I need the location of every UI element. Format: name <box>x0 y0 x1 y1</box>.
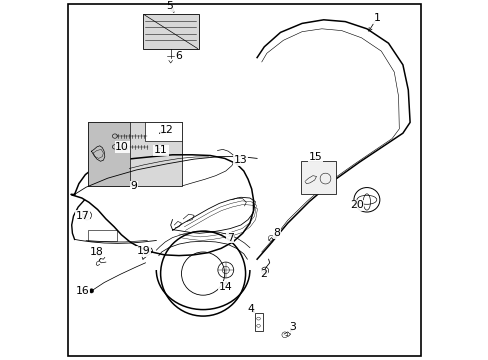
Text: 7: 7 <box>226 233 233 243</box>
Bar <box>88 230 117 241</box>
Text: 6: 6 <box>175 51 182 61</box>
Text: 18: 18 <box>90 247 103 257</box>
Text: 9: 9 <box>130 181 137 192</box>
Text: 19: 19 <box>137 246 150 256</box>
Text: 16: 16 <box>76 286 89 296</box>
Text: 3: 3 <box>289 322 296 332</box>
Text: 17: 17 <box>76 211 89 221</box>
Text: 12: 12 <box>160 125 174 135</box>
Text: 20: 20 <box>349 200 363 210</box>
Text: 5: 5 <box>166 1 173 12</box>
Text: 14: 14 <box>219 282 232 292</box>
Bar <box>88 122 130 186</box>
Text: 4: 4 <box>247 304 254 314</box>
Text: 2: 2 <box>260 269 267 279</box>
Bar <box>142 14 199 49</box>
Bar <box>88 122 182 186</box>
Text: 1: 1 <box>373 13 380 23</box>
Text: 11: 11 <box>154 145 167 156</box>
Text: 10: 10 <box>115 142 129 152</box>
Circle shape <box>89 289 94 293</box>
Text: 8: 8 <box>273 228 280 238</box>
Text: 15: 15 <box>308 152 322 162</box>
Text: 13: 13 <box>234 155 247 165</box>
Bar <box>301 161 335 194</box>
Bar <box>254 313 262 331</box>
Bar <box>145 122 182 141</box>
